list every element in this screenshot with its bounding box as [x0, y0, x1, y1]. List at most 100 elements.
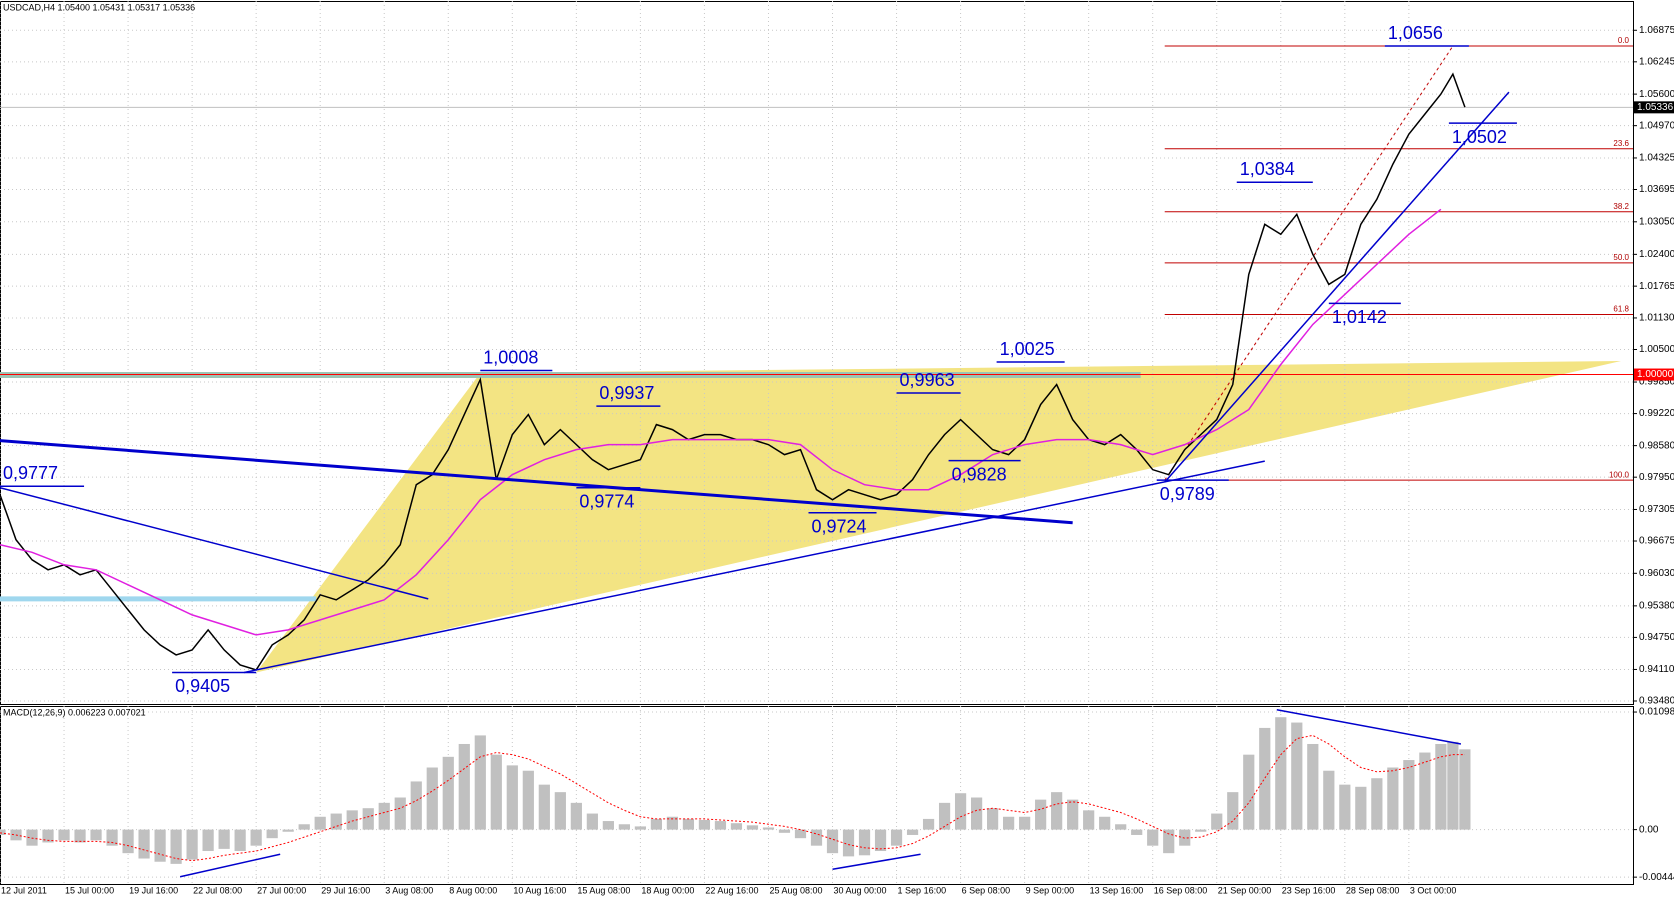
- price-label-box: [1634, 368, 1674, 381]
- y-tick-label: 0.94750: [1639, 632, 1674, 643]
- y-tick-label: 0.97305: [1639, 504, 1674, 515]
- macd-bar: [538, 784, 550, 830]
- macd-bar: [1371, 778, 1383, 830]
- macd-bar: [682, 818, 695, 830]
- level-label: 0,9937: [599, 383, 654, 403]
- macd-bar: [298, 824, 310, 830]
- macd-bar: [506, 765, 518, 830]
- macd-bar: [1459, 749, 1471, 830]
- macd-bar: [730, 823, 743, 830]
- trend-line: [1164, 91, 1510, 483]
- macd-bar: [250, 829, 262, 846]
- y-tick-label: 1.03695: [1639, 184, 1674, 195]
- macd-bar: [74, 829, 86, 843]
- x-tick-label: 25 Aug 08:00: [769, 885, 822, 895]
- y-tick-label: 0.94110: [1639, 664, 1674, 675]
- macd-bar: [1419, 752, 1431, 830]
- macd-bar: [698, 819, 711, 830]
- x-tick-label: 3 Aug 08:00: [385, 885, 433, 895]
- macd-bar: [987, 808, 999, 830]
- level-label: 1,0502: [1452, 127, 1507, 147]
- macd-bar: [602, 821, 614, 830]
- series-line: [0, 208, 1442, 636]
- trend-line: [243, 460, 1265, 674]
- level-label: 1,0656: [1388, 23, 1443, 43]
- x-tick-label: 27 Jul 00:00: [257, 885, 306, 895]
- macd-bar: [1355, 786, 1367, 830]
- macd-bar: [154, 829, 166, 862]
- y-tick-label: 1.04325: [1639, 153, 1674, 164]
- level-label: 1,0384: [1240, 159, 1295, 179]
- macd-bar: [826, 829, 839, 854]
- x-tick-label: 23 Sep 16:00: [1282, 885, 1336, 895]
- macd-bar: [170, 829, 182, 864]
- last-price-box: [1634, 101, 1674, 114]
- macd-bar: [650, 818, 663, 830]
- macd-bar: [1051, 792, 1063, 830]
- x-tick-label: 15 Jul 00:00: [65, 885, 114, 895]
- last-price-label: 1.05336: [1637, 102, 1674, 113]
- x-tick-label: 18 Aug 00:00: [641, 885, 694, 895]
- macd-bar: [570, 802, 582, 830]
- macd-bar: [586, 813, 598, 830]
- macd-bar: [282, 829, 294, 832]
- macd-bar: [58, 829, 70, 841]
- x-tick-label: 21 Sep 00:00: [1218, 885, 1272, 895]
- macd-bar: [746, 825, 759, 830]
- level-label: 0,9828: [952, 464, 1007, 484]
- macd-bar: [554, 792, 566, 830]
- level-label: 0,9789: [1160, 484, 1215, 504]
- macd-bar: [794, 829, 807, 839]
- x-tick-label: 9 Sep 00:00: [1026, 885, 1075, 895]
- macd-bar: [186, 829, 198, 860]
- macd-bar: [362, 808, 374, 830]
- y-tick-label: 0.99850: [1639, 377, 1674, 388]
- level-label: 0,9777: [3, 463, 58, 483]
- macd-bar: [106, 829, 118, 846]
- macd-bar: [458, 743, 470, 830]
- macd-bar: [202, 829, 214, 852]
- macd-bar: [1003, 816, 1015, 830]
- y-tick-label: -0.004440: [1639, 872, 1674, 883]
- y-tick-label: 0.93480: [1639, 696, 1674, 707]
- level-label: 0,9963: [900, 370, 955, 390]
- fib-label: 50.0: [1613, 253, 1629, 262]
- macd-bar: [666, 816, 679, 830]
- macd-bar: [1307, 743, 1319, 830]
- macd-bar: [1435, 743, 1447, 830]
- macd-bar: [1035, 799, 1047, 830]
- x-tick-label: 10 Aug 16:00: [513, 885, 566, 895]
- trend-line: [832, 853, 921, 870]
- x-tick-label: 1 Sep 16:00: [898, 885, 947, 895]
- x-tick-label: 19 Jul 16:00: [129, 885, 178, 895]
- macd-bar: [1243, 754, 1255, 830]
- fib-label: 0.0: [1618, 36, 1630, 45]
- macd-bar: [634, 826, 646, 830]
- y-tick-label: 1.06875: [1639, 25, 1674, 36]
- series-line: [0, 734, 1465, 862]
- y-tick-label: 0.97950: [1639, 472, 1674, 483]
- macd-bar: [1227, 792, 1239, 830]
- macd-bar: [874, 829, 887, 852]
- x-tick-label: 22 Jul 08:00: [193, 885, 242, 895]
- macd-bar: [1099, 816, 1111, 830]
- x-tick-label: 13 Sep 16:00: [1090, 885, 1144, 895]
- x-tick-label: 22 Aug 16:00: [705, 885, 758, 895]
- macd-bar: [1147, 829, 1159, 846]
- macd-bar: [938, 802, 951, 830]
- macd-bar: [842, 829, 855, 857]
- y-tick-label: 0.99220: [1639, 408, 1674, 419]
- macd-bar: [762, 827, 775, 830]
- trend-line: [1276, 708, 1462, 745]
- macd-bar: [922, 818, 935, 830]
- macd-bar: [314, 816, 326, 830]
- x-tick-label: 12 Jul 2011: [1, 885, 47, 895]
- macd-bar: [858, 829, 871, 856]
- macd-bar: [234, 829, 246, 852]
- fib-label: 23.6: [1613, 139, 1629, 148]
- macd-bar: [1179, 829, 1191, 846]
- x-tick-label: 8 Aug 00:00: [449, 885, 497, 895]
- macd-bar: [42, 829, 54, 843]
